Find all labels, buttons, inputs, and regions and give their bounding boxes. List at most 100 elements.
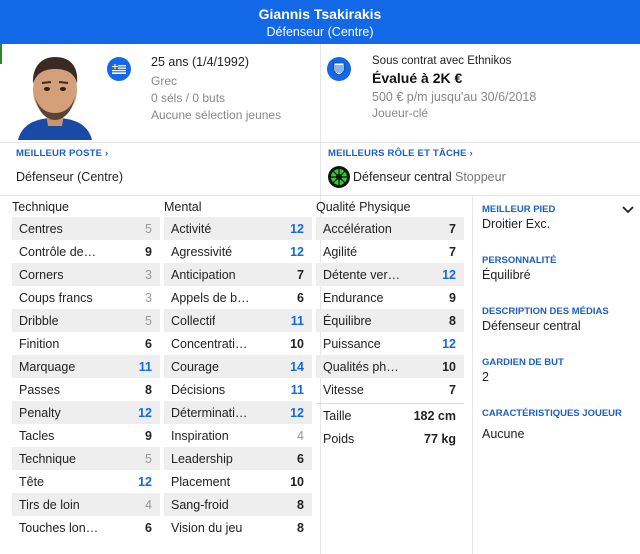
attribute-label: Tirs de loin	[19, 497, 80, 512]
attribute-row[interactable]: Agressivité 12	[164, 240, 312, 263]
attribute-row[interactable]: Appels de b… 6	[164, 286, 312, 309]
nationality-flag-icon[interactable]	[107, 57, 131, 81]
personality-value: Équilibré	[482, 268, 531, 282]
attribute-label: Tête	[19, 474, 45, 489]
player-caps: 0 séls / 0 buts	[151, 91, 226, 105]
attribute-label: Passes	[19, 382, 60, 397]
weight-value: 77 kg	[424, 431, 456, 446]
attribute-row[interactable]: Corners 3	[12, 263, 160, 286]
player-header: Giannis Tsakirakis Défenseur (Centre)	[0, 0, 640, 44]
mental-rows: Activité 12 Agressivité 12 Anticipation 7 Appe…	[164, 217, 312, 539]
attribute-label: Anticipation	[171, 267, 236, 282]
attribute-row[interactable]: Concentrati… 10	[164, 332, 312, 355]
attribute-row[interactable]: Leadership 6	[164, 447, 312, 470]
attribute-value: 6	[297, 451, 304, 466]
attribute-value: 10	[290, 336, 304, 351]
attribute-value: 8	[145, 382, 152, 397]
attribute-label: Détente ver…	[323, 267, 401, 282]
attribute-row[interactable]: Qualités ph… 10	[316, 355, 464, 378]
chevron-down-icon[interactable]	[622, 202, 634, 217]
attribute-label: Collectif	[171, 313, 216, 328]
attribute-row[interactable]: Vision du jeu 8	[164, 516, 312, 539]
media-description-label: DESCRIPTION DES MÉDIAS	[482, 306, 609, 317]
attribute-row[interactable]: Centres 5	[12, 217, 160, 240]
contract-club[interactable]: Sous contrat avec Ethnikos	[372, 55, 512, 67]
attribute-row[interactable]: Courage 14	[164, 355, 312, 378]
attribute-row[interactable]: Tête 12	[12, 470, 160, 493]
attribute-row[interactable]: Passes 8	[12, 378, 160, 401]
player-nationality[interactable]: Grec	[151, 74, 178, 88]
attribute-label: Penalty	[19, 405, 61, 420]
attribute-row[interactable]: Décisions 11	[164, 378, 312, 401]
attribute-row[interactable]: Anticipation 7	[164, 263, 312, 286]
attribute-row[interactable]: Sang-froid 8	[164, 493, 312, 516]
player-name: Giannis Tsakirakis	[258, 6, 382, 22]
attribute-value: 6	[145, 336, 152, 351]
attribute-value: 12	[442, 267, 456, 282]
attribute-row[interactable]: Déterminati… 12	[164, 401, 312, 424]
attribute-value: 8	[449, 313, 456, 328]
attribute-value: 5	[145, 221, 152, 236]
attribute-row[interactable]: Inspiration 4	[164, 424, 312, 447]
attribute-row[interactable]: Détente ver… 12	[316, 263, 464, 286]
attribute-value: 7	[449, 382, 456, 397]
attribute-row[interactable]: Puissance 12	[316, 332, 464, 355]
attribute-row[interactable]: Marquage 11	[12, 355, 160, 378]
attribute-value: 9	[145, 244, 152, 259]
attribute-value: 12	[290, 244, 304, 259]
player-youth-caps: Aucune sélection jeunes	[151, 108, 282, 122]
attribute-row[interactable]: Placement 10	[164, 470, 312, 493]
attribute-row[interactable]: Contrôle de… 9	[12, 240, 160, 263]
attribute-value: 7	[449, 244, 456, 259]
club-badge-icon[interactable]	[327, 57, 351, 81]
attribute-value: 6	[145, 520, 152, 535]
attribute-row[interactable]: Collectif 11	[164, 309, 312, 332]
attribute-row[interactable]: Tacles 9	[12, 424, 160, 447]
attribute-row[interactable]: Endurance 9	[316, 286, 464, 309]
attribute-label: Tacles	[19, 428, 55, 443]
mental-column: Mental Activité 12 Agressivité 12 Anticipati…	[164, 200, 312, 539]
player-age: 25 ans (1/4/1992)	[151, 55, 249, 69]
attribute-row[interactable]: Tirs de loin 4	[12, 493, 160, 516]
attribute-row[interactable]: Équilibre 8	[316, 309, 464, 332]
best-position-link[interactable]: MEILLEUR POSTE ›	[16, 148, 109, 159]
player-bio: 25 ans (1/4/1992) Grec 0 séls / 0 buts A…	[0, 44, 640, 143]
attribute-value: 12	[138, 405, 152, 420]
attribute-row[interactable]: Penalty 12	[12, 401, 160, 424]
attribute-value: 7	[449, 221, 456, 236]
side-panel: MEILLEUR PIED Droitier Exc. PERSONNALITÉ…	[472, 196, 640, 554]
accent-marker	[0, 44, 2, 64]
attribute-row[interactable]: Dribble 5	[12, 309, 160, 332]
attribute-row[interactable]: Vitesse 7	[316, 378, 464, 401]
attribute-label: Finition	[19, 336, 60, 351]
attribute-value: 14	[290, 359, 304, 374]
attribute-row[interactable]: Touches lon… 6	[12, 516, 160, 539]
attribute-value: 5	[145, 313, 152, 328]
best-role-link[interactable]: MEILLEURS RÔLE ET TÂCHE ›	[328, 148, 473, 159]
attribute-row[interactable]: Finition 6	[12, 332, 160, 355]
attribute-label: Centres	[19, 221, 63, 236]
attribute-row[interactable]: Coups francs 3	[12, 286, 160, 309]
attribute-value: 8	[297, 520, 304, 535]
attribute-value: 12	[290, 221, 304, 236]
best-duty-value: Stoppeur	[455, 170, 506, 184]
attribute-value: 7	[297, 267, 304, 282]
attribute-value: 4	[297, 428, 304, 443]
attribute-label: Endurance	[323, 290, 384, 305]
attribute-value: 5	[145, 451, 152, 466]
physical-header: Qualité Physique	[316, 200, 411, 214]
attribute-value: 9	[145, 428, 152, 443]
height-label: Taille	[323, 408, 352, 423]
attribute-row[interactable]: Agilité 7	[316, 240, 464, 263]
media-description-value: Défenseur central	[482, 319, 581, 333]
attribute-value: 3	[145, 267, 152, 282]
attribute-row[interactable]: Technique 5	[12, 447, 160, 470]
attribute-value: 3	[145, 290, 152, 305]
best-foot-value: Droitier Exc.	[482, 217, 551, 231]
attribute-row[interactable]: Activité 12	[164, 217, 312, 240]
attribute-label: Concentrati…	[171, 336, 248, 351]
player-traits-value: Aucune	[482, 427, 525, 441]
attribute-label: Appels de b…	[171, 290, 250, 305]
personality-label: PERSONNALITÉ	[482, 255, 557, 266]
attribute-row[interactable]: Accélération 7	[316, 217, 464, 240]
